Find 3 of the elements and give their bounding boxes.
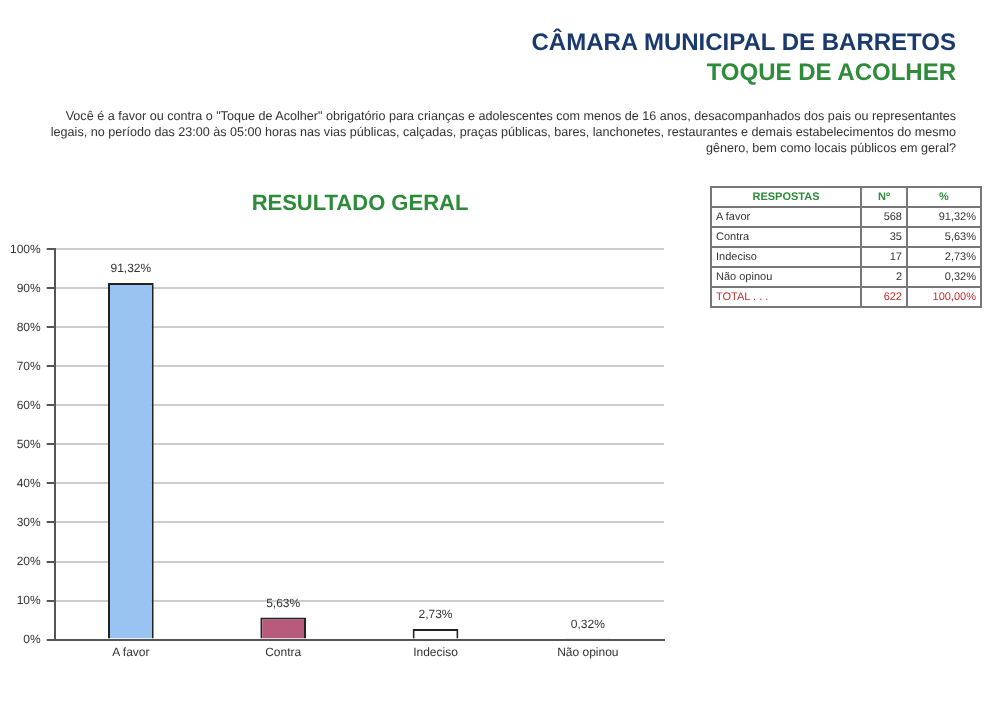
text: CÂMARA MUNICIPAL DE BARRETOS [531,28,956,56]
text: RESULTADO GERAL [249,192,471,216]
text: TOQUE DE ACOLHER [706,58,956,86]
